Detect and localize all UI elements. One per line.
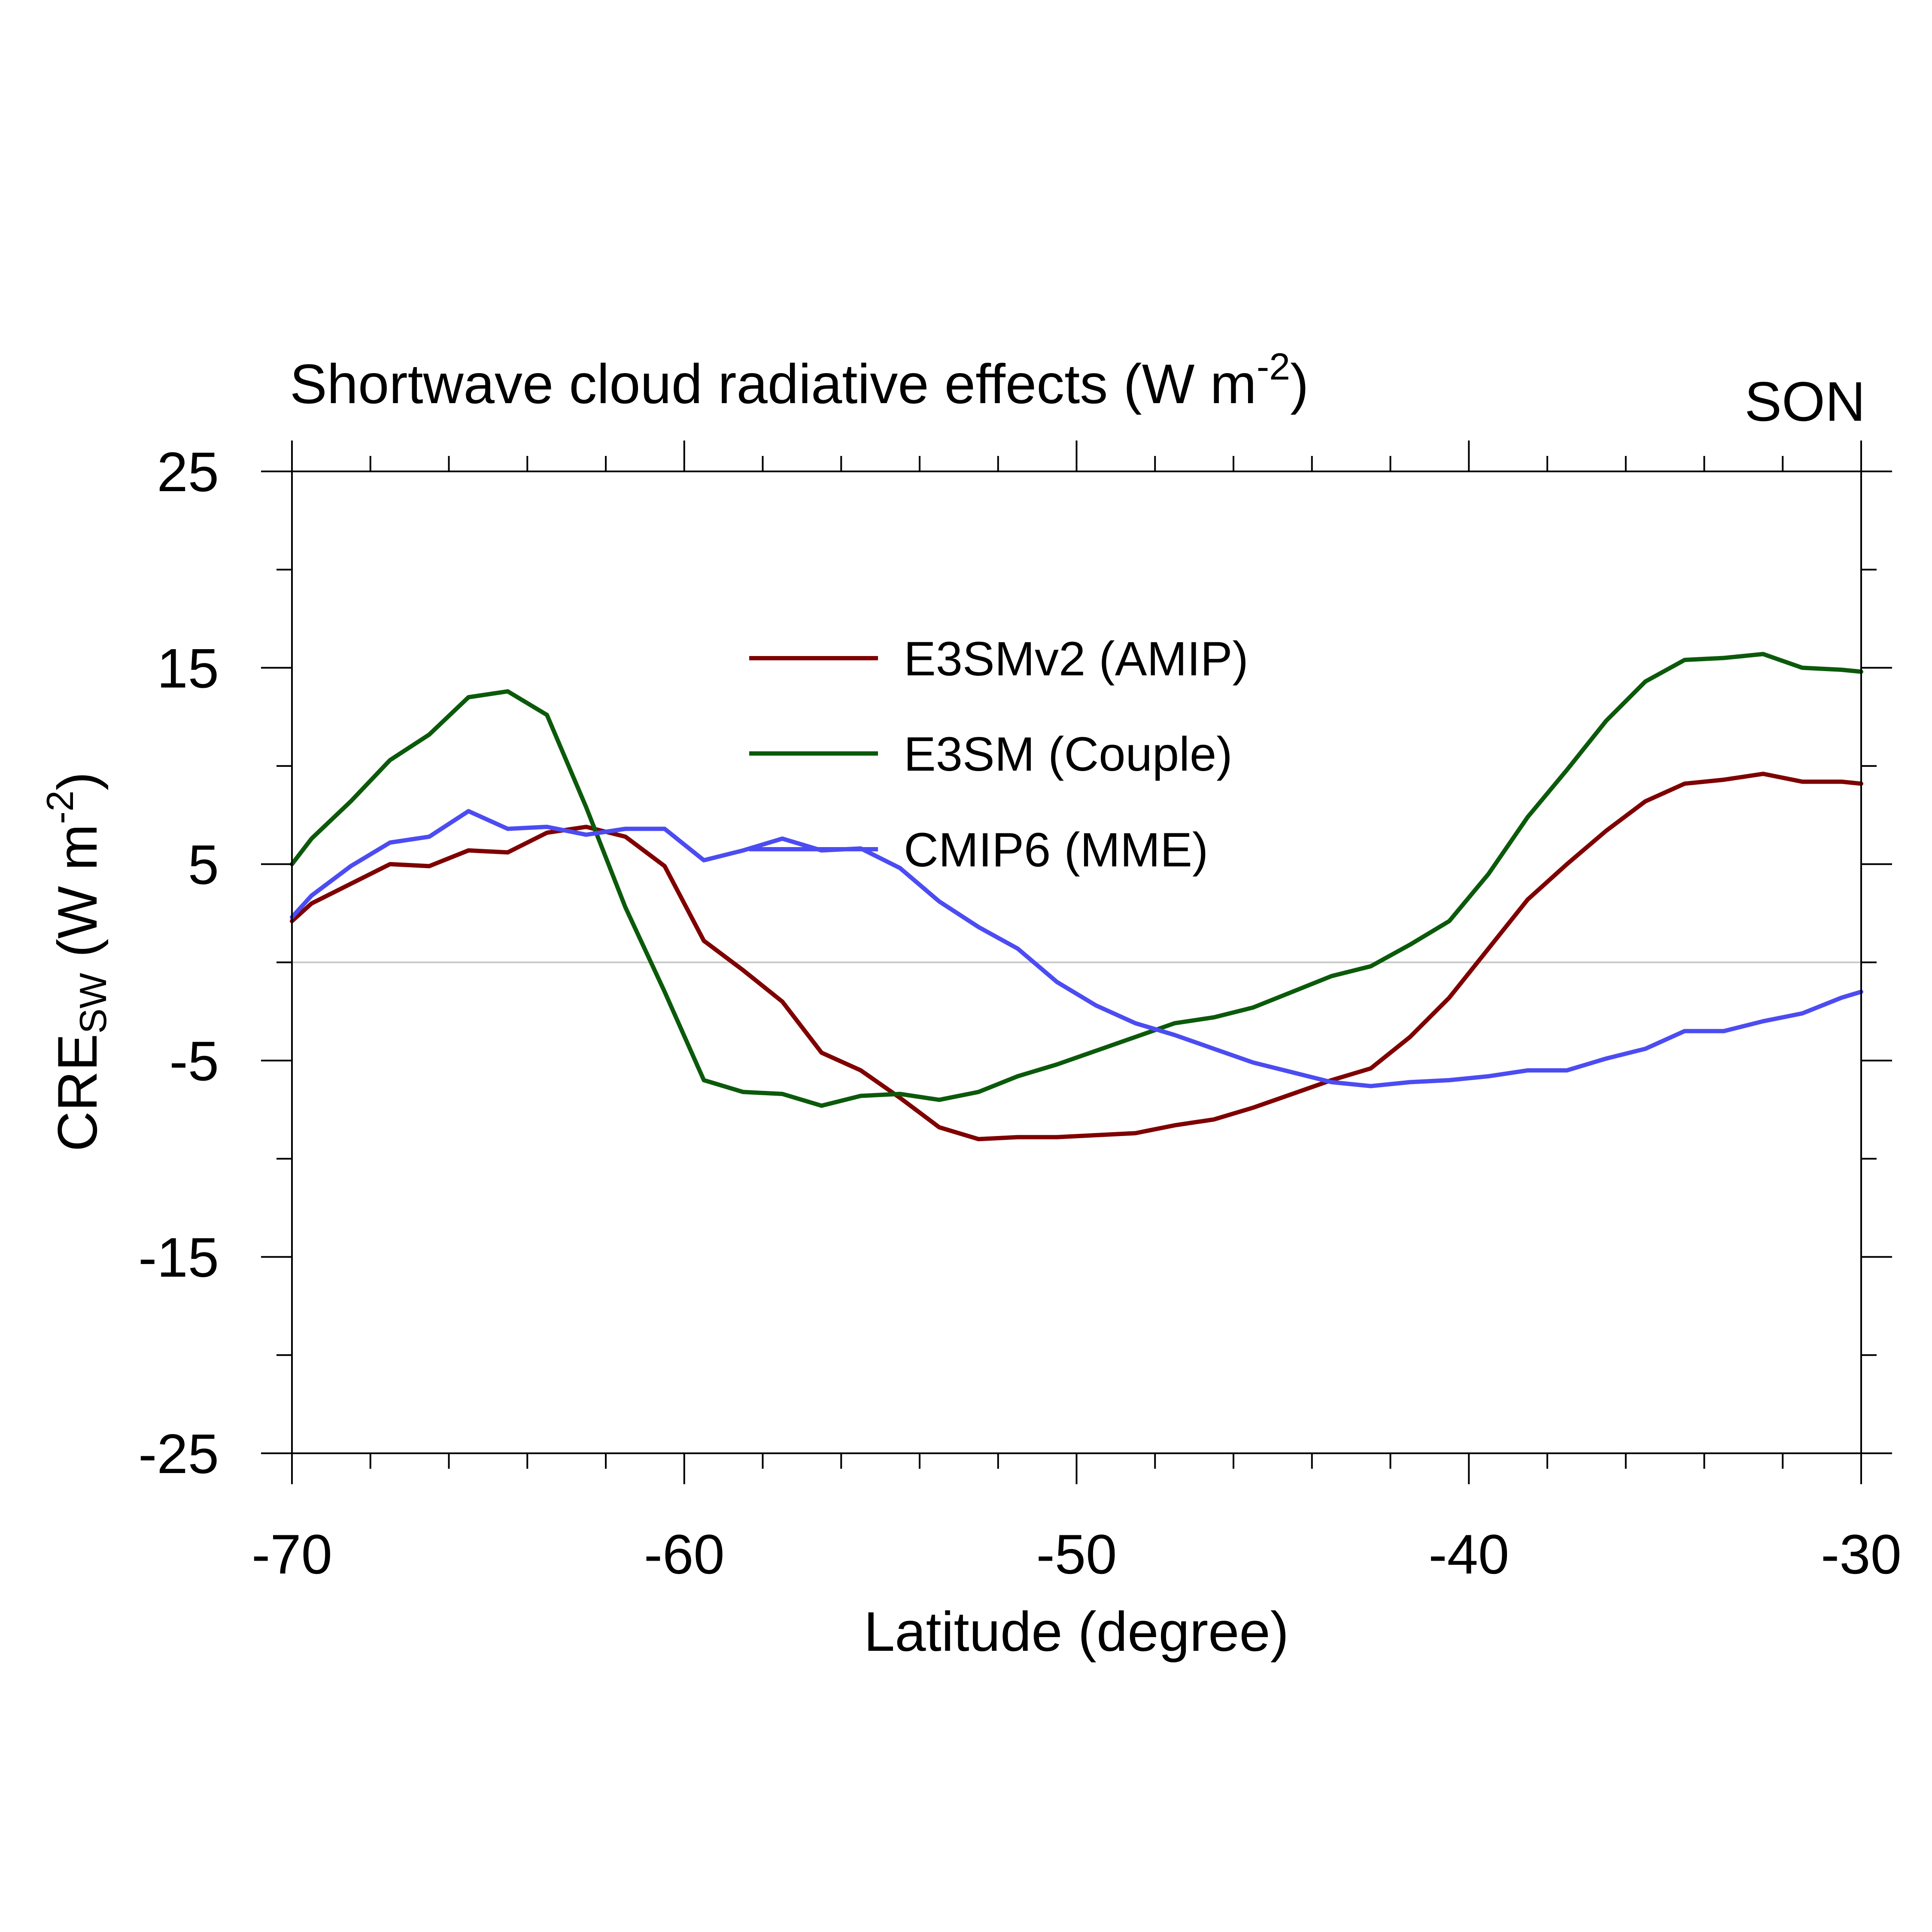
chart-title: Shortwave cloud radiative effects (W m-2… [290, 345, 1309, 415]
series-line-3 [290, 809, 1863, 1088]
tick-layer [261, 440, 1892, 1484]
y-axis-label: CRESW (W m-2) [39, 772, 114, 1151]
legend-label-2: E3SM (Couple) [904, 727, 1233, 781]
plot-frame [291, 471, 1862, 1454]
series-line-1 [290, 772, 1863, 1142]
series-line-2 [290, 652, 1863, 1108]
y-tick-label: 5 [188, 833, 219, 896]
x-tick-label: -60 [644, 1523, 725, 1586]
y-tick-label: -15 [138, 1226, 219, 1289]
x-axis-label: Latitude (degree) [864, 1600, 1289, 1663]
y-axis-label-superscript: -2 [39, 790, 81, 824]
y-tick-label: 15 [157, 637, 219, 699]
title-superscript: -2 [1257, 345, 1290, 388]
legend-label-1: E3SMv2 (AMIP) [904, 632, 1249, 686]
season-label: SON [1744, 370, 1865, 433]
x-tick-label: -50 [1036, 1523, 1117, 1586]
y-tick-label: -25 [138, 1422, 219, 1485]
series-layer [290, 652, 1863, 1142]
y-axis-label-subscript: SW [72, 973, 114, 1034]
legend-label-3: CMIP6 (MME) [904, 823, 1208, 877]
x-tick-label: -30 [1821, 1523, 1902, 1586]
y-tick-label: 25 [157, 440, 219, 503]
x-tick-label: -40 [1428, 1523, 1509, 1586]
tick-label-layer: -70 -60 -50 -40 -30 25 15 5 -5 -15 -25 [138, 440, 1902, 1586]
y-tick-label: -5 [169, 1030, 219, 1092]
x-tick-label: -70 [252, 1523, 332, 1586]
legend: E3SMv2 (AMIP) E3SM (Couple) CMIP6 (MME) [749, 632, 1249, 877]
